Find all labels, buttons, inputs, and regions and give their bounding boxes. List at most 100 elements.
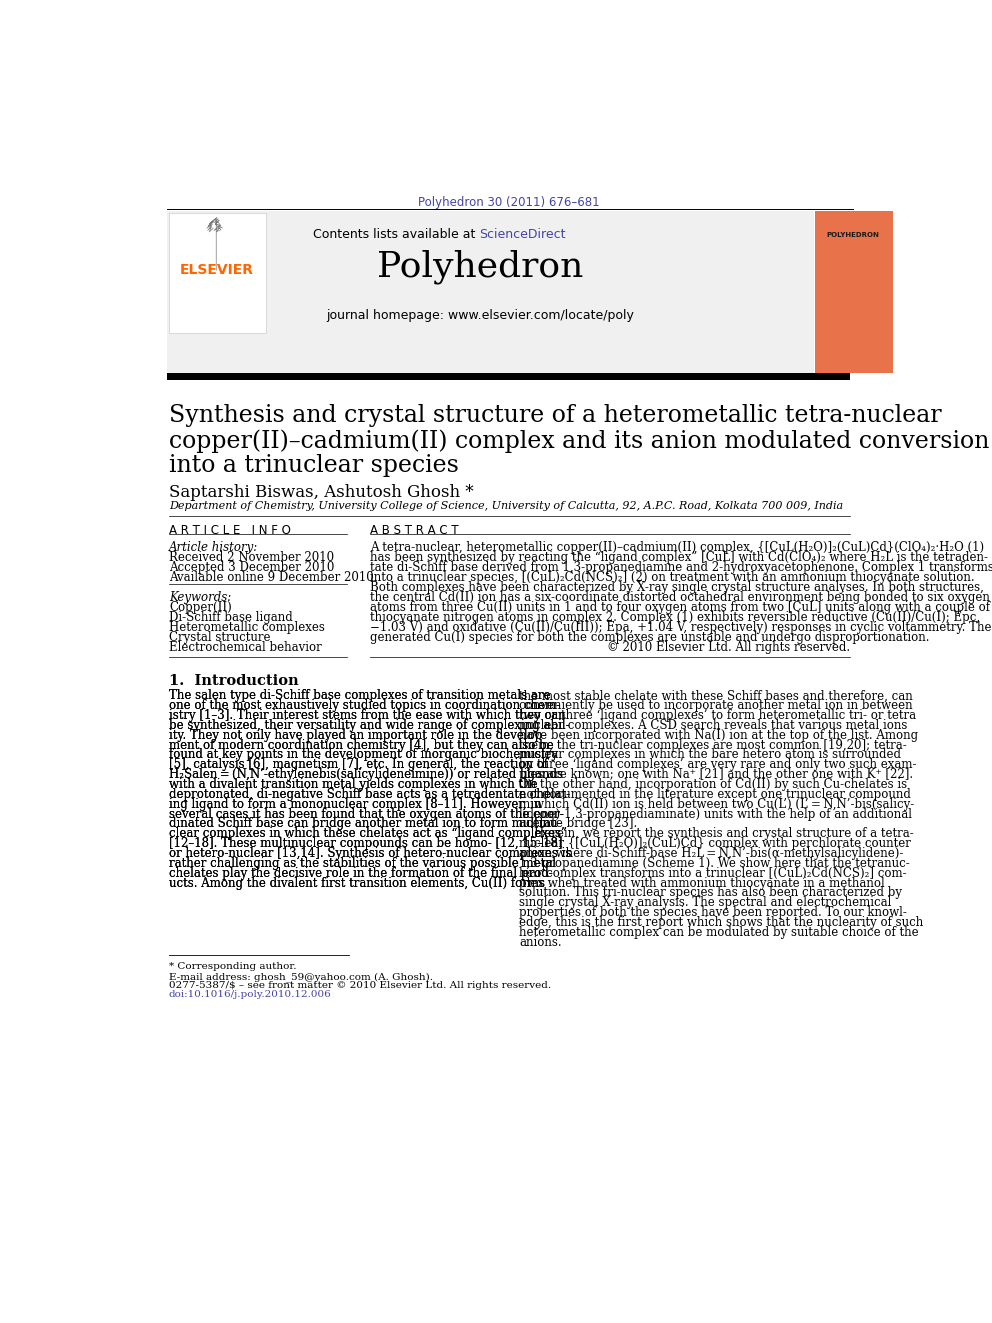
Text: or hetero-nuclear [13,14]. Synthesis of hetero-nuclear complexes is: or hetero-nuclear [13,14]. Synthesis of … bbox=[169, 847, 571, 860]
Text: chelates play the decisive role in the formation of the final prod-: chelates play the decisive role in the f… bbox=[169, 867, 553, 880]
Text: Di-Schiff base ligand: Di-Schiff base ligand bbox=[169, 611, 293, 623]
Text: be synthesized, their versatility and wide range of complexing abil-: be synthesized, their versatility and wi… bbox=[169, 718, 569, 732]
Text: Synthesis and crystal structure of a heterometallic tetra-nuclear: Synthesis and crystal structure of a het… bbox=[169, 404, 941, 426]
Text: istry [1–3]. Their interest stems from the ease with which they can: istry [1–3]. Their interest stems from t… bbox=[169, 709, 565, 722]
Text: rather challenging as the stabilities of the various possible metal: rather challenging as the stabilities of… bbox=[169, 857, 556, 869]
Text: atoms from three Cu(II) units in 1 and to four oxygen atoms from two [CuL] units: atoms from three Cu(II) units in 1 and t… bbox=[370, 601, 990, 614]
Text: Department of Chemistry, University College of Science, University of Calcutta, : Department of Chemistry, University Coll… bbox=[169, 500, 843, 511]
Text: The salen type di-Schiff base complexes of transition metals are: The salen type di-Schiff base complexes … bbox=[169, 689, 551, 703]
Text: ment of modern coordination chemistry [4], but they can also be: ment of modern coordination chemistry [4… bbox=[169, 738, 554, 751]
Text: copper(II)–cadmium(II) complex and its anion modulated conversion: copper(II)–cadmium(II) complex and its a… bbox=[169, 429, 989, 452]
Text: nuclear complexes in which the bare hetero atom is surrounded: nuclear complexes in which the bare hete… bbox=[519, 749, 902, 762]
Text: istry [1–3]. Their interest stems from the ease with which they can: istry [1–3]. Their interest stems from t… bbox=[169, 709, 565, 722]
Text: found at key points in the development of inorganic biochemistry: found at key points in the development o… bbox=[169, 749, 558, 762]
Text: solution. This tri-nuclear species has also been characterized by: solution. This tri-nuclear species has a… bbox=[519, 886, 903, 900]
Text: ity. They not only have played an important role in the develop-: ity. They not only have played an import… bbox=[169, 729, 547, 742]
Text: generated Cu(I) species for both the complexes are unstable and undergo dispropo: generated Cu(I) species for both the com… bbox=[370, 631, 930, 644]
Text: rather challenging as the stabilities of the various possible metal: rather challenging as the stabilities of… bbox=[169, 857, 556, 869]
Text: On the other hand, incorporation of Cd(II) by such Cu-chelates is: On the other hand, incorporation of Cd(I… bbox=[519, 778, 908, 791]
Text: * Corresponding author.: * Corresponding author. bbox=[169, 963, 297, 971]
Text: single crystal X-ray analysis. The spectral and electrochemical: single crystal X-ray analysis. The spect… bbox=[519, 896, 892, 909]
Text: acetate bridge [23].: acetate bridge [23]. bbox=[519, 818, 638, 831]
Text: nuclear {[CuL(H₂O)]₂(CuL)Cd} complex with perchlorate counter: nuclear {[CuL(H₂O)]₂(CuL)Cd} complex wit… bbox=[519, 837, 911, 851]
Text: Keywords:: Keywords: bbox=[169, 591, 231, 603]
Text: conveniently be used to incorporate another metal ion in between: conveniently be used to incorporate anot… bbox=[519, 699, 913, 712]
Text: Herein, we report the synthesis and crystal structure of a tetra-: Herein, we report the synthesis and crys… bbox=[519, 827, 914, 840]
Text: Crystal structure: Crystal structure bbox=[169, 631, 271, 644]
Text: −1.03 V) and oxidative (Cu(II)/Cu(III)); Epa, +1.04 V, respectively) responses i: −1.03 V) and oxidative (Cu(II)/Cu(III));… bbox=[370, 620, 992, 634]
Text: thiocyanate nitrogen atoms in complex 2. Complex (1) exhibits reversible reducti: thiocyanate nitrogen atoms in complex 2.… bbox=[370, 611, 980, 623]
Text: found at key points in the development of inorganic biochemistry: found at key points in the development o… bbox=[169, 749, 558, 762]
Text: them, the tri-nuclear complexes are most common [19,20]; tetra-: them, the tri-nuclear complexes are most… bbox=[519, 738, 907, 751]
Text: the central Cd(II) ion has a six-coordinate distorted octahedral environment bei: the central Cd(II) ion has a six-coordin… bbox=[370, 591, 990, 603]
Text: doi:10.1016/j.poly.2010.12.006: doi:10.1016/j.poly.2010.12.006 bbox=[169, 990, 331, 999]
Text: ELSEVIER: ELSEVIER bbox=[180, 263, 254, 278]
Text: H₂Salen = (N,N’-ethylenebis(salicylideneimine)) or related ligands: H₂Salen = (N,N’-ethylenebis(salicylidene… bbox=[169, 769, 562, 781]
Text: 1.  Introduction: 1. Introduction bbox=[169, 673, 299, 688]
Text: have been incorporated with Na(I) ion at the top of the list. Among: have been incorporated with Na(I) ion at… bbox=[519, 729, 919, 742]
Text: plex when treated with ammonium thiocyanate in a methanol: plex when treated with ammonium thiocyan… bbox=[519, 877, 885, 889]
Text: Received 2 November 2010: Received 2 November 2010 bbox=[169, 552, 334, 565]
Text: into a trinuclear species: into a trinuclear species bbox=[169, 454, 459, 478]
Text: ing ligand to form a mononuclear complex [8–11]. However, in: ing ligand to form a mononuclear complex… bbox=[169, 798, 542, 811]
Bar bbox=[169, 213, 266, 333]
Text: into a trinuclear species, [(CuL)₂Cd(NCS)₂] (2) on treatment with an ammonium th: into a trinuclear species, [(CuL)₂Cd(NCS… bbox=[370, 570, 975, 583]
Text: Saptarshi Biswas, Ashutosh Ghosh *: Saptarshi Biswas, Ashutosh Ghosh * bbox=[169, 484, 473, 500]
Text: ucts. Among the divalent first transition elements, Cu(II) forms: ucts. Among the divalent first transitio… bbox=[169, 877, 545, 889]
Text: Accepted 3 December 2010: Accepted 3 December 2010 bbox=[169, 561, 334, 574]
Text: [5], catalysis [6], magnetism [7], etc. In general, the reaction of: [5], catalysis [6], magnetism [7], etc. … bbox=[169, 758, 548, 771]
Text: A tetra-nuclear, heterometallic copper(II)–cadmium(II) complex, {[CuL(H₂O)]₂(CuL: A tetra-nuclear, heterometallic copper(I… bbox=[370, 541, 985, 554]
Text: 1,3-propanediamine (Scheme 1). We show here that the tetranuc-: 1,3-propanediamine (Scheme 1). We show h… bbox=[519, 857, 910, 869]
Text: clear complexes in which these chelates act as “ligand complexes”: clear complexes in which these chelates … bbox=[169, 827, 567, 840]
Text: by three ‘ligand complexes’ are very rare and only two such exam-: by three ‘ligand complexes’ are very rar… bbox=[519, 758, 917, 771]
Text: lidene)-1,3-propanediaminate) units with the help of an additional: lidene)-1,3-propanediaminate) units with… bbox=[519, 807, 913, 820]
Text: Electrochemical behavior: Electrochemical behavior bbox=[169, 640, 321, 654]
Text: E-mail address: ghosh_59@yahoo.com (A. Ghosh).: E-mail address: ghosh_59@yahoo.com (A. G… bbox=[169, 971, 433, 982]
Text: Polyhedron: Polyhedron bbox=[377, 250, 583, 284]
Text: H₂Salen = (N,N’-ethylenebis(salicylideneimine)) or related ligands: H₂Salen = (N,N’-ethylenebis(salicylidene… bbox=[169, 769, 562, 781]
Text: © 2010 Elsevier Ltd. All rights reserved.: © 2010 Elsevier Ltd. All rights reserved… bbox=[607, 640, 850, 654]
Text: with a divalent transition metal yields complexes in which the: with a divalent transition metal yields … bbox=[169, 778, 538, 791]
Text: nuclear complexes. A CSD search reveals that various metal ions: nuclear complexes. A CSD search reveals … bbox=[519, 718, 908, 732]
Text: properties of both the species have been reported. To our knowl-: properties of both the species have been… bbox=[519, 906, 907, 919]
Text: anions.: anions. bbox=[519, 935, 561, 949]
Text: Available online 9 December 2010: Available online 9 December 2010 bbox=[169, 572, 374, 585]
Text: in which Cd(II) ion is held between two Cu(L’) (L’ = N,N’-bis(salicy-: in which Cd(II) ion is held between two … bbox=[519, 798, 915, 811]
Text: [12–18]. These multinuclear compounds can be homo- [12, 15–18]: [12–18]. These multinuclear compounds ca… bbox=[169, 837, 562, 851]
Text: dinated Schiff base can bridge another metal ion to form multinu-: dinated Schiff base can bridge another m… bbox=[169, 818, 561, 831]
Text: Polyhedron 30 (2011) 676–681: Polyhedron 30 (2011) 676–681 bbox=[418, 196, 599, 209]
Bar bbox=[167, 373, 850, 380]
Text: ples are known; one with Na⁺ [21] and the other one with K⁺ [22].: ples are known; one with Na⁺ [21] and th… bbox=[519, 769, 914, 781]
Text: [5], catalysis [6], magnetism [7], etc. In general, the reaction of: [5], catalysis [6], magnetism [7], etc. … bbox=[169, 758, 548, 771]
Text: with a divalent transition metal yields complexes in which the: with a divalent transition metal yields … bbox=[169, 778, 538, 791]
Text: The salen type di-Schiff base complexes of transition metals are: The salen type di-Schiff base complexes … bbox=[169, 689, 551, 703]
Text: several cases it has been found that the oxygen atoms of the coor-: several cases it has been found that the… bbox=[169, 807, 563, 820]
Text: heterometallic complex can be modulated by suitable choice of the: heterometallic complex can be modulated … bbox=[519, 926, 919, 939]
Text: deprotonated, di-negative Schiff base acts as a tetradentate chelat-: deprotonated, di-negative Schiff base ac… bbox=[169, 789, 570, 800]
Text: or hetero-nuclear [13,14]. Synthesis of hetero-nuclear complexes is: or hetero-nuclear [13,14]. Synthesis of … bbox=[169, 847, 571, 860]
Text: not documented in the literature except one trinuclear compound: not documented in the literature except … bbox=[519, 789, 911, 800]
Text: ment of modern coordination chemistry [4], but they can also be: ment of modern coordination chemistry [4… bbox=[169, 738, 554, 751]
Text: anion where di-Schiff-base H₂L = N,N’-bis(α-methylsalicylidene)-: anion where di-Schiff-base H₂L = N,N’-bi… bbox=[519, 847, 904, 860]
Text: Article history:: Article history: bbox=[169, 541, 258, 554]
Text: clear complexes in which these chelates act as “ligand complexes”: clear complexes in which these chelates … bbox=[169, 827, 567, 840]
Text: edge, this is the first report which shows that the nuclearity of such: edge, this is the first report which sho… bbox=[519, 916, 924, 929]
Text: be synthesized, their versatility and wide range of complexing abil-: be synthesized, their versatility and wi… bbox=[169, 718, 569, 732]
Text: chelates play the decisive role in the formation of the final prod-: chelates play the decisive role in the f… bbox=[169, 867, 553, 880]
Text: journal homepage: www.elsevier.com/locate/poly: journal homepage: www.elsevier.com/locat… bbox=[326, 308, 635, 321]
Text: several cases it has been found that the oxygen atoms of the coor-: several cases it has been found that the… bbox=[169, 807, 563, 820]
Bar bbox=[167, 212, 813, 373]
Text: tate di-Schiff base derived from 1,3-propanediamine and 2-hydroxyacetophenone. C: tate di-Schiff base derived from 1,3-pro… bbox=[370, 561, 992, 574]
Text: ity. They not only have played an important role in the develop-: ity. They not only have played an import… bbox=[169, 729, 547, 742]
Text: two or three ‘ligand complexes’ to form heterometallic tri- or tetra: two or three ‘ligand complexes’ to form … bbox=[519, 709, 917, 722]
Text: Copper(II): Copper(II) bbox=[169, 601, 232, 614]
Text: A B S T R A C T: A B S T R A C T bbox=[370, 524, 459, 537]
Text: [12–18]. These multinuclear compounds can be homo- [12, 15–18]: [12–18]. These multinuclear compounds ca… bbox=[169, 837, 562, 851]
Text: A R T I C L E   I N F O: A R T I C L E I N F O bbox=[169, 524, 291, 537]
Text: Contents lists available at: Contents lists available at bbox=[312, 228, 479, 241]
Text: POLYHEDRON: POLYHEDRON bbox=[827, 232, 880, 238]
Text: Both complexes have been characterized by X-ray single crystal structure analyse: Both complexes have been characterized b… bbox=[370, 581, 984, 594]
Text: dinated Schiff base can bridge another metal ion to form multinu-: dinated Schiff base can bridge another m… bbox=[169, 818, 561, 831]
Text: one of the most exhaustively studied topics in coordination chem-: one of the most exhaustively studied top… bbox=[169, 699, 560, 712]
Text: Heterometallic complexes: Heterometallic complexes bbox=[169, 620, 324, 634]
